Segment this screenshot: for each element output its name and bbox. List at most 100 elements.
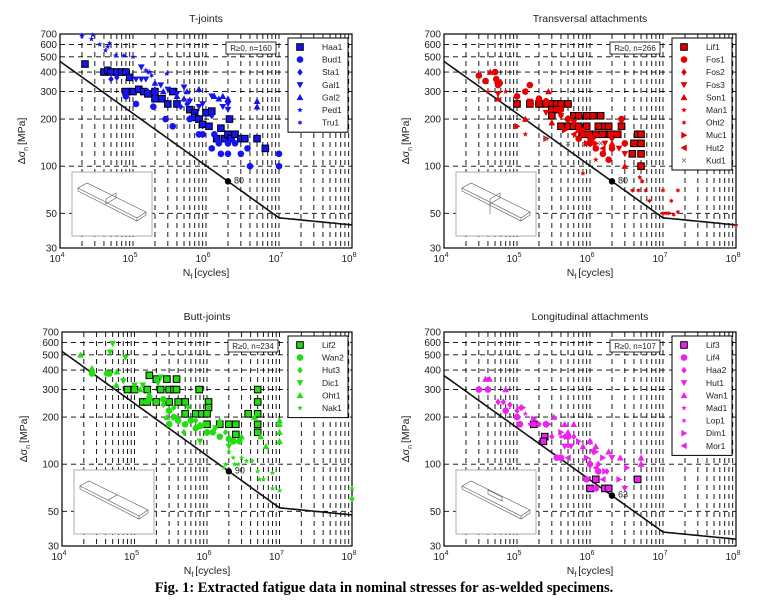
data-point (496, 79, 504, 87)
data-point (236, 438, 243, 445)
data-point (548, 111, 556, 120)
data-point (142, 76, 150, 83)
x-tick-label: 107 (652, 550, 667, 563)
annotation-text: R≥0, n=266 (614, 44, 656, 53)
fat-label: 80 (234, 175, 244, 185)
data-point (593, 448, 600, 456)
annotation-box (225, 41, 277, 55)
y-axis-label: Δσn[MPa] (18, 416, 32, 463)
annotation-box (609, 339, 661, 353)
data-point (601, 140, 609, 147)
data-point (575, 126, 583, 133)
data-point (113, 368, 121, 375)
chart-panel: Longitudinal attachments 30 50 100 200 300 400… (400, 311, 741, 579)
data-point (633, 475, 642, 484)
data-point (257, 433, 265, 440)
series-lif4 (475, 386, 602, 492)
data-point (660, 187, 666, 194)
data-point (215, 140, 223, 147)
data-point (210, 92, 218, 99)
data-point (624, 464, 631, 472)
series-nak1 (220, 448, 355, 493)
annotation-text: R≥0, n=234 (232, 342, 274, 351)
legend-label: Gal1 (322, 80, 340, 90)
data-point (593, 139, 600, 147)
annotation-text: R≥0, n=107 (614, 342, 656, 351)
data-point (599, 144, 606, 152)
data-point (211, 130, 218, 138)
data-point (244, 409, 252, 418)
data-point (81, 60, 89, 68)
data-point (602, 467, 609, 475)
data-point (574, 111, 583, 120)
inset-frame (73, 469, 155, 535)
data-point (663, 210, 669, 216)
data-point (671, 212, 676, 218)
data-point (500, 398, 507, 406)
data-point (565, 141, 571, 146)
series-haa1 (81, 60, 270, 153)
fat-point (608, 492, 616, 499)
data-point (586, 484, 594, 493)
data-point (184, 404, 192, 412)
data-point (171, 404, 177, 412)
data-point (583, 454, 591, 462)
data-point (486, 375, 493, 382)
series-hut2 (570, 130, 618, 152)
plot-frame (61, 331, 353, 547)
legend-marker-icon (681, 429, 688, 437)
design-sn-curve (443, 374, 737, 540)
y-tick-label: 30 (430, 244, 442, 255)
fat-label: 80 (618, 175, 628, 185)
data-point (235, 461, 242, 467)
legend-label: Bud1 (322, 55, 342, 65)
y-tick-label: 300 (42, 385, 59, 396)
data-point (592, 145, 600, 152)
data-point (186, 115, 194, 123)
data-point (145, 88, 151, 95)
y-tick-label: 100 (40, 162, 57, 173)
data-point (628, 150, 637, 158)
design-sn-curve (61, 350, 353, 516)
legend-marker-icon (681, 68, 687, 76)
figure-caption: Fig. 1: Extracted fatigue data in nomina… (154, 580, 614, 596)
legend-label: Man1 (706, 105, 728, 115)
data-point (349, 495, 355, 503)
data-point (600, 454, 607, 462)
data-point (219, 104, 227, 111)
fat-point (225, 468, 233, 475)
legend-label: Hut2 (706, 143, 724, 153)
data-point (203, 428, 211, 436)
data-point (229, 438, 237, 445)
data-point (88, 370, 96, 377)
data-point (231, 140, 239, 147)
data-point (165, 407, 173, 414)
x-axis-label: Nf [cycles] (567, 565, 614, 579)
data-point (123, 385, 132, 394)
data-point (107, 40, 112, 46)
legend-label: Lif2 (322, 340, 336, 350)
series-oht1 (77, 351, 283, 450)
data-point (666, 210, 672, 216)
data-point (549, 433, 555, 441)
data-point (583, 476, 590, 483)
data-point (262, 442, 270, 450)
y-tick-label: 200 (40, 115, 57, 126)
data-point (217, 150, 225, 158)
y-tick-label: 30 (430, 542, 442, 553)
chart-title: T-joints (189, 13, 223, 25)
data-point (193, 417, 199, 424)
y-tick-label: 600 (424, 40, 441, 51)
legend-marker-icon (297, 107, 303, 113)
plot-frame (443, 331, 737, 547)
data-point (522, 410, 529, 417)
data-point (160, 401, 167, 409)
data-point (163, 70, 170, 77)
data-point (621, 162, 629, 169)
data-point (231, 461, 238, 467)
data-point (660, 210, 666, 216)
legend-label: Lif3 (706, 340, 720, 350)
data-point (151, 85, 159, 93)
data-point (526, 81, 534, 89)
